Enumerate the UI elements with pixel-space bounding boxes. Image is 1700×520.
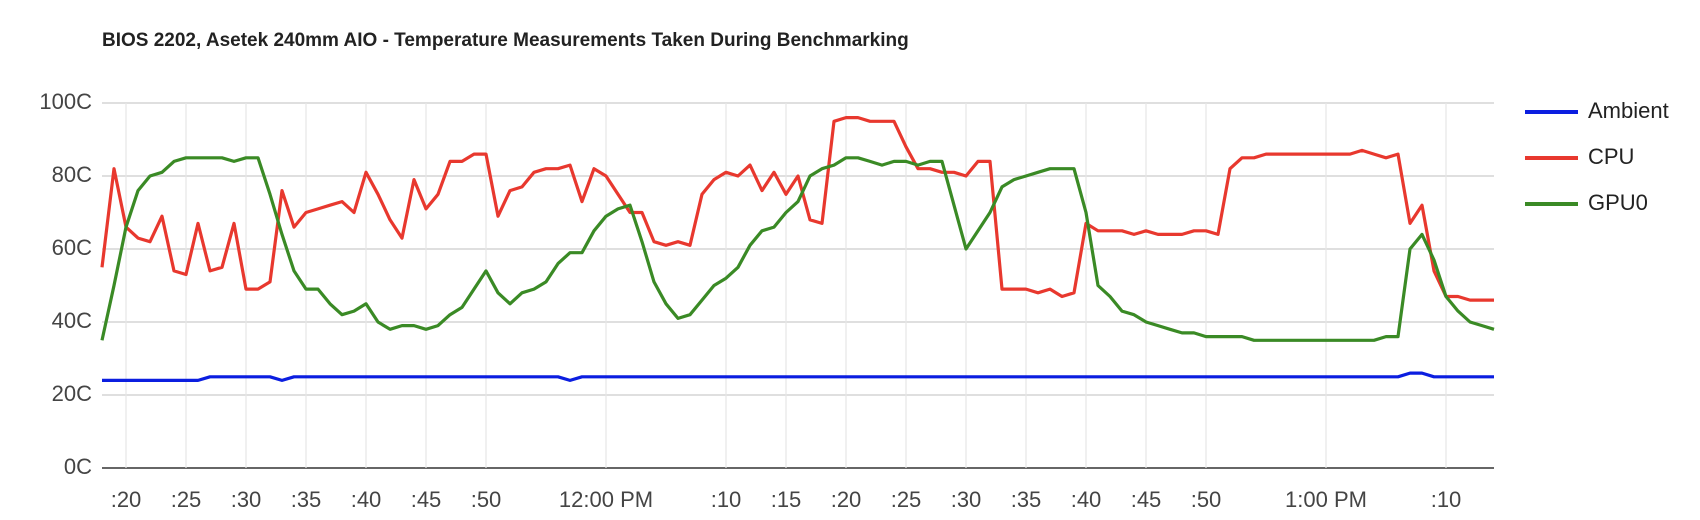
x-tick-label: :20 (111, 487, 142, 512)
y-tick-label: 100C (39, 89, 92, 114)
axes: 0C 20C 40C 60C 80C 100C :20 :25 :30 :35 :40 :45 :50 1… (39, 89, 1461, 512)
x-tick-label: :45 (411, 487, 442, 512)
x-tick-label: :25 (891, 487, 922, 512)
plot-lines (100, 116, 1495, 382)
x-tick-label: :20 (831, 487, 862, 512)
grid (102, 102, 1494, 469)
x-tick-label: 12:00 PM (559, 487, 653, 512)
x-tick-label: :50 (471, 487, 502, 512)
x-tick-label: :30 (231, 487, 262, 512)
y-tick-label: 80C (52, 162, 92, 187)
x-tick-label: :25 (171, 487, 202, 512)
legend-label: GPU0 (1588, 190, 1648, 215)
legend-label: Ambient (1588, 98, 1669, 123)
x-tick-label: :15 (771, 487, 802, 512)
x-tick-label: :35 (1011, 487, 1042, 512)
x-tick-label: :10 (711, 487, 742, 512)
x-tick-label: :50 (1191, 487, 1222, 512)
x-tick-label: :35 (291, 487, 322, 512)
series-line (100, 116, 1494, 302)
x-tick-label: :45 (1131, 487, 1162, 512)
series-line (102, 371, 1494, 382)
x-tick-label: :40 (1071, 487, 1102, 512)
x-tick-label: :30 (951, 487, 982, 512)
x-tick-label: :10 (1431, 487, 1462, 512)
x-tick-label: 1:00 PM (1285, 487, 1367, 512)
y-tick-label: 40C (52, 308, 92, 333)
legend: Ambient CPU GPU0 (1525, 98, 1669, 215)
legend-label: CPU (1588, 144, 1634, 169)
y-tick-label: 20C (52, 381, 92, 406)
x-tick-label: :40 (351, 487, 382, 512)
series-line (100, 156, 1495, 342)
y-tick-label: 60C (52, 235, 92, 260)
y-tick-label: 0C (64, 454, 92, 479)
chart-title: BIOS 2202, Asetek 240mm AIO - Temperatur… (102, 30, 909, 51)
